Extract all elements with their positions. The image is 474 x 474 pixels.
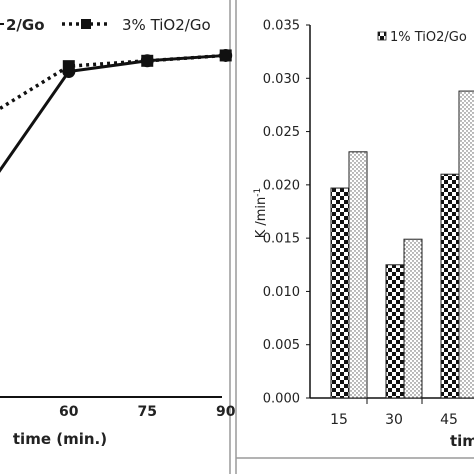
legend-square-marker bbox=[81, 19, 91, 29]
bar-chart-y-ticks: 0.000 0.005 0.010 0.015 0.020 0.025 0.030 0.035 bbox=[263, 19, 310, 407]
bar-chart-bars bbox=[330, 90, 474, 399]
series-2-point bbox=[141, 54, 154, 67]
line-chart-panel: 45607590 time (min.) 2/Go 3% TiO2/Go bbox=[0, 0, 236, 474]
bar-15-series-2 bbox=[348, 151, 368, 399]
line-x-tick-60: 60 bbox=[59, 404, 79, 420]
bar-chart-x-ticks: 15 30 45 bbox=[330, 398, 458, 428]
line-chart-x-ticks: 45607590 bbox=[0, 404, 236, 420]
line-x-tick-75: 75 bbox=[138, 404, 157, 420]
line-x-tick-90: 90 bbox=[216, 404, 236, 420]
bar-y-tick-0.025: 0.025 bbox=[263, 125, 300, 140]
bar-y-tick-0.015: 0.015 bbox=[263, 232, 300, 247]
bar-y-tick-0.000: 0.000 bbox=[263, 392, 300, 407]
bar-y-tick-0.030: 0.030 bbox=[263, 72, 300, 87]
line-chart-series bbox=[0, 48, 233, 173]
bar-y-tick-0.020: 0.020 bbox=[263, 178, 300, 193]
bar-45-series-2 bbox=[458, 90, 474, 399]
series-line-1 bbox=[0, 53, 226, 173]
bar-legend-swatch bbox=[377, 31, 387, 41]
bar-chart-x-axis-label: tim bbox=[450, 432, 474, 450]
legend-label-series-2: 3% TiO2/Go bbox=[122, 16, 211, 34]
bar-chart-panel: 0.000 0.005 0.010 0.015 0.020 0.025 0.030 0.035… bbox=[235, 0, 474, 474]
bar-legend-label: 1% TiO2/Go bbox=[390, 30, 467, 45]
legend-label-series-1: 2/Go bbox=[6, 16, 45, 34]
bar-45-series-1 bbox=[440, 173, 460, 399]
series-line-2 bbox=[0, 53, 226, 111]
line-chart-x-axis-label: time (min.) bbox=[13, 430, 107, 448]
bar-y-tick-0.005: 0.005 bbox=[263, 338, 300, 353]
bar-30-series-1 bbox=[385, 264, 405, 399]
bar-x-tick-45: 45 bbox=[440, 412, 458, 428]
bar-y-tick-0.010: 0.010 bbox=[263, 285, 300, 300]
bar-y-tick-0.035: 0.035 bbox=[263, 19, 300, 34]
bar-15-series-1 bbox=[330, 187, 350, 399]
bar-30-series-2 bbox=[403, 238, 423, 399]
series-2-point bbox=[219, 49, 232, 62]
bar-x-tick-15: 15 bbox=[330, 412, 348, 428]
bar-x-tick-30: 30 bbox=[385, 412, 403, 428]
series-2-point bbox=[62, 60, 75, 73]
bar-chart-y-axis-label: K /min-1 bbox=[253, 188, 269, 239]
